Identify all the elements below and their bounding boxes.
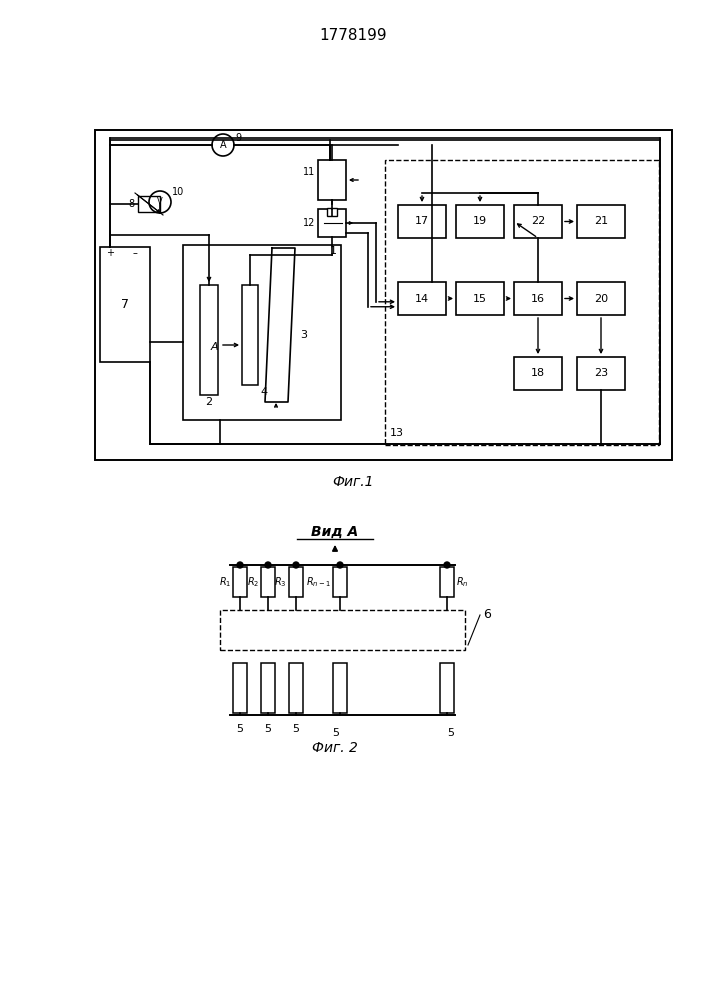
Bar	[183, 245, 341, 420]
Text: 23: 23	[594, 368, 608, 378]
Bar	[289, 663, 303, 713]
Bar	[100, 247, 150, 362]
Bar	[456, 282, 504, 315]
Bar	[220, 610, 465, 650]
Bar	[440, 567, 454, 597]
Bar	[233, 663, 247, 713]
Bar	[138, 196, 160, 212]
Text: 16: 16	[531, 294, 545, 304]
Circle shape	[237, 562, 243, 568]
Bar	[577, 357, 625, 390]
Text: 18: 18	[531, 368, 545, 378]
Text: 9: 9	[235, 133, 241, 143]
Bar	[398, 282, 446, 315]
Text: 5: 5	[293, 724, 300, 734]
Bar	[514, 357, 562, 390]
Text: $R_n$: $R_n$	[456, 575, 469, 589]
Circle shape	[293, 562, 299, 568]
Text: V: V	[157, 198, 163, 207]
Bar	[333, 567, 347, 597]
Text: 10: 10	[172, 187, 185, 197]
Text: 7: 7	[121, 298, 129, 311]
Text: Фиг. 2: Фиг. 2	[312, 741, 358, 755]
Text: $R_{n-1}$: $R_{n-1}$	[306, 575, 331, 589]
Text: 2: 2	[206, 397, 213, 407]
Bar	[261, 567, 275, 597]
Text: 3: 3	[300, 330, 307, 340]
Bar	[233, 567, 247, 597]
Bar	[456, 205, 504, 238]
Text: A: A	[220, 140, 226, 150]
Text: 6: 6	[483, 608, 491, 621]
Circle shape	[337, 562, 343, 568]
Bar	[95, 130, 672, 460]
Text: 1: 1	[329, 246, 337, 256]
Text: –: –	[132, 248, 137, 258]
Bar	[385, 160, 659, 445]
Text: 5: 5	[237, 724, 243, 734]
Text: Фиг.1: Фиг.1	[332, 475, 374, 489]
Text: 12: 12	[303, 218, 315, 228]
Text: 22: 22	[531, 217, 545, 227]
Bar	[514, 282, 562, 315]
Text: 17: 17	[415, 217, 429, 227]
Text: Вид А: Вид А	[311, 525, 358, 539]
Text: 1778199: 1778199	[319, 27, 387, 42]
Text: 19: 19	[473, 217, 487, 227]
Bar	[333, 663, 347, 713]
Text: 5: 5	[264, 724, 271, 734]
Text: 5: 5	[448, 728, 455, 738]
Text: $R_3$: $R_3$	[274, 575, 287, 589]
Bar	[318, 209, 346, 237]
Bar	[261, 663, 275, 713]
Bar	[440, 663, 454, 713]
Bar	[514, 205, 562, 238]
Text: 15: 15	[473, 294, 487, 304]
Text: $R_2$: $R_2$	[247, 575, 259, 589]
Text: 4: 4	[260, 387, 267, 397]
Text: 5: 5	[332, 728, 339, 738]
Bar	[577, 282, 625, 315]
Circle shape	[265, 562, 271, 568]
Bar	[242, 285, 258, 385]
Text: 11: 11	[303, 167, 315, 177]
Text: 14: 14	[415, 294, 429, 304]
Text: 13: 13	[390, 428, 404, 438]
Text: 21: 21	[594, 217, 608, 227]
Bar	[318, 160, 346, 200]
Bar	[289, 567, 303, 597]
Text: А: А	[211, 342, 218, 352]
Text: +: +	[106, 248, 114, 258]
Bar	[577, 205, 625, 238]
Text: $R_1$: $R_1$	[218, 575, 231, 589]
Bar	[327, 208, 337, 216]
Text: 8: 8	[129, 199, 135, 209]
Bar	[398, 205, 446, 238]
Polygon shape	[265, 248, 295, 402]
Bar	[200, 285, 218, 395]
Text: 20: 20	[594, 294, 608, 304]
Circle shape	[444, 562, 450, 568]
